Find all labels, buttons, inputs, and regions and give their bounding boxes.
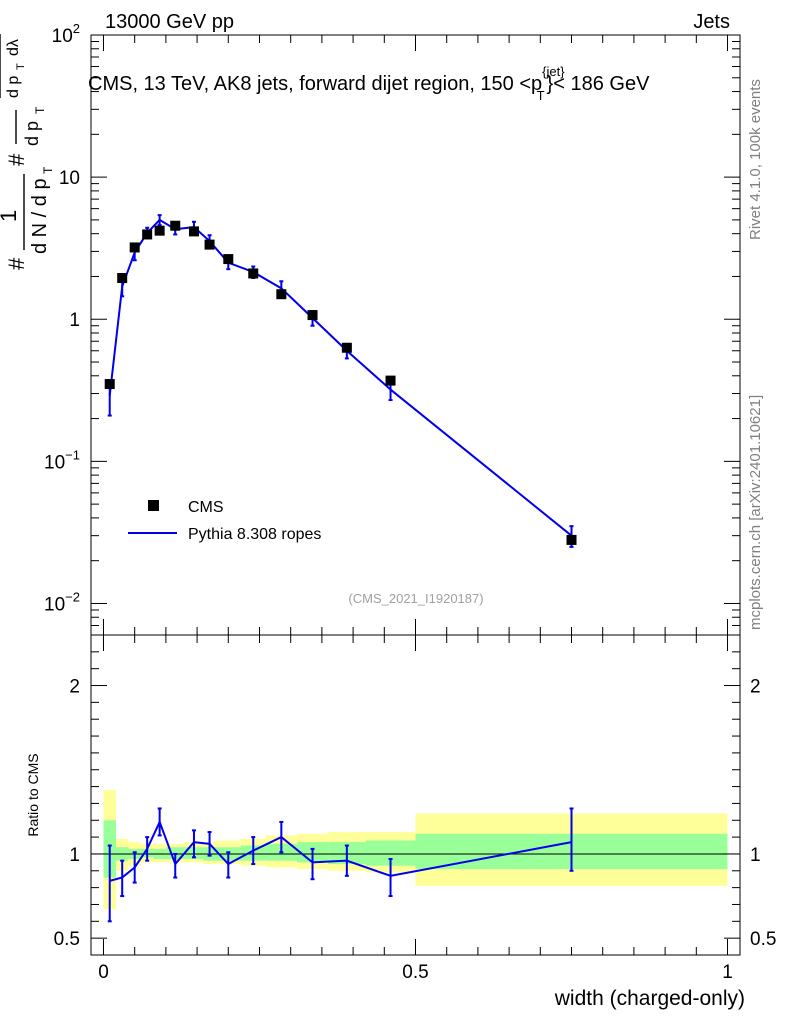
main-y-axis-label: # 1 d N / d p T # # d p T d 2 N d p T dλ [0,34,55,270]
main-frame [90,34,741,636]
ylabel-one: 1 [0,210,21,222]
main-ticks [91,35,740,636]
cms-data-point [385,375,396,386]
cms-data-point [154,225,165,236]
cms-data-point [117,273,128,284]
legend-marker-cms [148,500,159,511]
mcplots-source-label: mcplots.cern.ch [arXiv:2401.10621] [747,395,764,630]
ylabel-dNdpT: d N / d p [29,178,51,254]
ylabel-dpT: d p [22,121,42,146]
analysis-tag: (CMS_2021_I1920187) [348,591,483,606]
ratio-x-tick-labels: 0 0.5 1 [98,962,733,983]
ratio-y-tick-label-right: 1 [750,845,761,866]
ylabel-dlambda: dλ [5,39,22,56]
cms-data-point [142,229,153,240]
ylabel-hash-3: # [0,130,1,142]
ylabel-denom-dpT: d p [5,76,22,98]
main-y-tick-label: 10−2 [44,589,80,615]
ratio-y-tick-labels: 0.5 0.5 1 1 2 2 [54,677,777,951]
ratio-y-tick-label-right: 2 [750,677,761,698]
title-main: CMS, 13 TeV, AK8 jets, forward dijet reg… [88,73,542,95]
main-marks [104,214,577,548]
cms-data-point [307,310,318,321]
x-tick-label: 1 [722,962,733,983]
x-axis-label: width (charged-only) [554,987,745,1010]
main-y-tick-label: 1 [69,310,80,331]
rivet-version-label: Rivet 4.1.0, 100k events [747,79,764,240]
main-y-tick-label: 102 [52,21,80,47]
ratio-y-tick-label: 2 [69,677,80,698]
ratio-panel: 0.5 0.51 12 2 0 0.5 1 Ratio to CMS width (cha… [25,634,777,1010]
cms-data-point [188,226,199,237]
cms-data-point [248,268,259,279]
ratio-y-tick-label: 0.5 [54,929,80,950]
cms-data-point [129,242,140,253]
ylabel-sub-T-3: T [15,63,27,70]
ratio-y-tick-label-right: 0.5 [750,929,776,950]
cms-data-point [223,254,234,265]
ylabel-hash-1: # [4,257,29,270]
main-panel: 10−2 10−1 1 10 102 CMS, 13 TeV, AK8 jets, fo… [44,21,741,636]
cms-data-point [170,220,181,231]
title-end: }< 186 GeV [547,73,651,95]
title-sub: T [537,88,545,103]
ratio-y-tick-label: 1 [69,845,80,866]
title-sup: {jet} [542,64,565,79]
main-y-tick-label: 10 [59,168,80,189]
chart-title: CMS, 13 TeV, AK8 jets, forward dijet reg… [88,64,650,103]
ratio-frame [90,634,741,956]
header-energy-label: 13000 GeV pp [105,11,234,33]
main-y-tick-labels: 10−2 10−1 1 10 102 [44,21,80,615]
cms-data-point [104,379,115,390]
x-tick-label: 0 [98,962,109,983]
ylabel-sub-T-2: T [33,106,47,114]
pythia-line [108,218,573,537]
cms-data-point [276,289,287,300]
x-tick-label: 0.5 [402,962,428,983]
ratio-marks [107,807,574,923]
legend-label-pythia: Pythia 8.308 ropes [188,526,321,543]
main-y-tick-label: 10−1 [44,447,80,473]
cms-data-point [566,534,577,545]
legend: CMS Pythia 8.308 ropes [128,499,321,543]
legend-label-cms: CMS [188,499,224,516]
cms-data-point [204,239,215,250]
ylabel-hash-2: # [4,153,29,166]
ratio-line [109,819,572,882]
ratio-y-axis-label: Ratio to CMS [25,753,41,836]
ylabel-sub-T-1: T [41,166,55,174]
ratio-ticks [91,634,740,955]
cms-data-point [341,342,352,353]
header-process-label: Jets [693,11,730,33]
